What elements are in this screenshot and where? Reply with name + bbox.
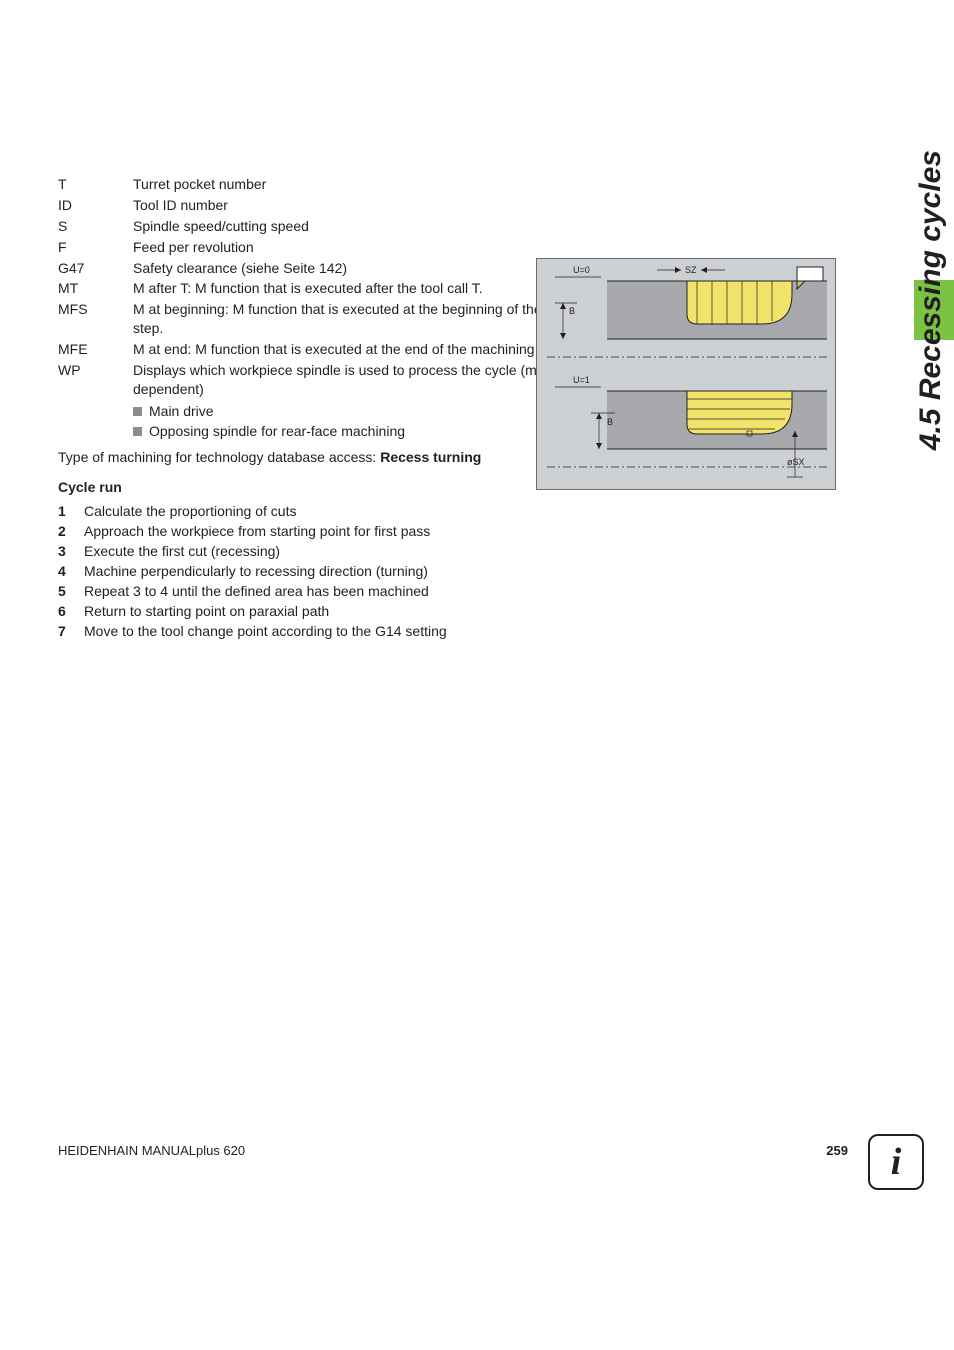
param-desc: Feed per revolution [133,238,254,257]
param-desc: Turret pocket number [133,175,266,194]
cycle-run-heading: Cycle run [58,479,618,495]
param-code: WP [58,361,133,399]
param-row: MTM after T: M function that is executed… [58,279,618,298]
step-text: Execute the first cut (recessing) [84,543,280,559]
param-row: IDTool ID number [58,196,618,215]
param-desc: Tool ID number [133,196,228,215]
info-glyph: i [891,1140,902,1184]
svg-text:U=1: U=1 [573,375,590,385]
param-code: MFE [58,340,133,359]
param-row: FFeed per revolution [58,238,618,257]
param-row: MFSM at beginning: M function that is ex… [58,300,618,338]
param-code: ID [58,196,133,215]
db-access-line: Type of machining for technology databas… [58,449,618,465]
footer-page-number: 259 [826,1143,848,1158]
cycle-step: 3Execute the first cut (recessing) [58,543,618,559]
cycle-step: 4Machine perpendicularly to recessing di… [58,563,618,579]
step-text: Repeat 3 to 4 until the defined area has… [84,583,429,599]
param-code: T [58,175,133,194]
param-row: WPDisplays which workpiece spindle is us… [58,361,618,399]
param-row: G47Safety clearance (siehe Seite 142) [58,259,618,278]
step-number: 5 [58,583,84,599]
page-footer: HEIDENHAIN MANUALplus 620 259 [58,1143,848,1158]
param-code: MT [58,279,133,298]
step-number: 1 [58,503,84,519]
cycle-steps: 1Calculate the proportioning of cuts2App… [58,503,618,639]
param-code: G47 [58,259,133,278]
main-content: TTurret pocket numberIDTool ID numberSSp… [58,175,618,643]
step-text: Machine perpendicularly to recessing dir… [84,563,428,579]
svg-text:B: B [607,417,613,427]
param-desc: Safety clearance (siehe Seite 142) [133,259,347,278]
step-text: Calculate the proportioning of cuts [84,503,296,519]
step-text: Approach the workpiece from starting poi… [84,523,430,539]
footer-product: HEIDENHAIN MANUALplus 620 [58,1143,245,1158]
db-access-prefix: Type of machining for technology databas… [58,449,380,465]
cycle-step: 7Move to the tool change point according… [58,623,618,639]
cycle-step: 2Approach the workpiece from starting po… [58,523,618,539]
param-row: TTurret pocket number [58,175,618,194]
diagram-svg: U=0 B SZ [537,259,837,491]
cycle-step: 1Calculate the proportioning of cuts [58,503,618,519]
step-number: 7 [58,623,84,639]
parameter-list: TTurret pocket numberIDTool ID numberSSp… [58,175,618,399]
section-tab: 4.5 Recessing cycles [904,150,954,600]
wp-sub-text: Opposing spindle for rear-face machining [149,423,405,439]
param-row: SSpindle speed/cutting speed [58,217,618,236]
svg-text:B: B [569,306,575,316]
param-row: MFEM at end: M function that is executed… [58,340,618,359]
step-number: 2 [58,523,84,539]
step-text: Return to starting point on paraxial pat… [84,603,329,619]
bullet-icon [133,427,142,436]
param-desc: M at end: M function that is executed at… [133,340,569,359]
cycle-step: 6Return to starting point on paraxial pa… [58,603,618,619]
param-code: S [58,217,133,236]
info-icon: i [868,1134,924,1190]
db-access-type: Recess turning [380,449,481,465]
section-tab-label: 4.5 Recessing cycles [914,150,948,450]
svg-text:øSX: øSX [787,457,805,467]
step-text: Move to the tool change point according … [84,623,447,639]
recess-diagram: U=0 B SZ [536,258,836,490]
step-number: 6 [58,603,84,619]
param-code: F [58,238,133,257]
svg-text:SZ: SZ [685,265,697,275]
param-desc: Spindle speed/cutting speed [133,217,309,236]
step-number: 4 [58,563,84,579]
svg-text:U=0: U=0 [573,265,590,275]
param-code: MFS [58,300,133,338]
step-number: 3 [58,543,84,559]
cycle-step: 5Repeat 3 to 4 until the defined area ha… [58,583,618,599]
bullet-icon [133,407,142,416]
param-desc: M after T: M function that is executed a… [133,279,483,298]
wp-sub-text: Main drive [149,403,214,419]
